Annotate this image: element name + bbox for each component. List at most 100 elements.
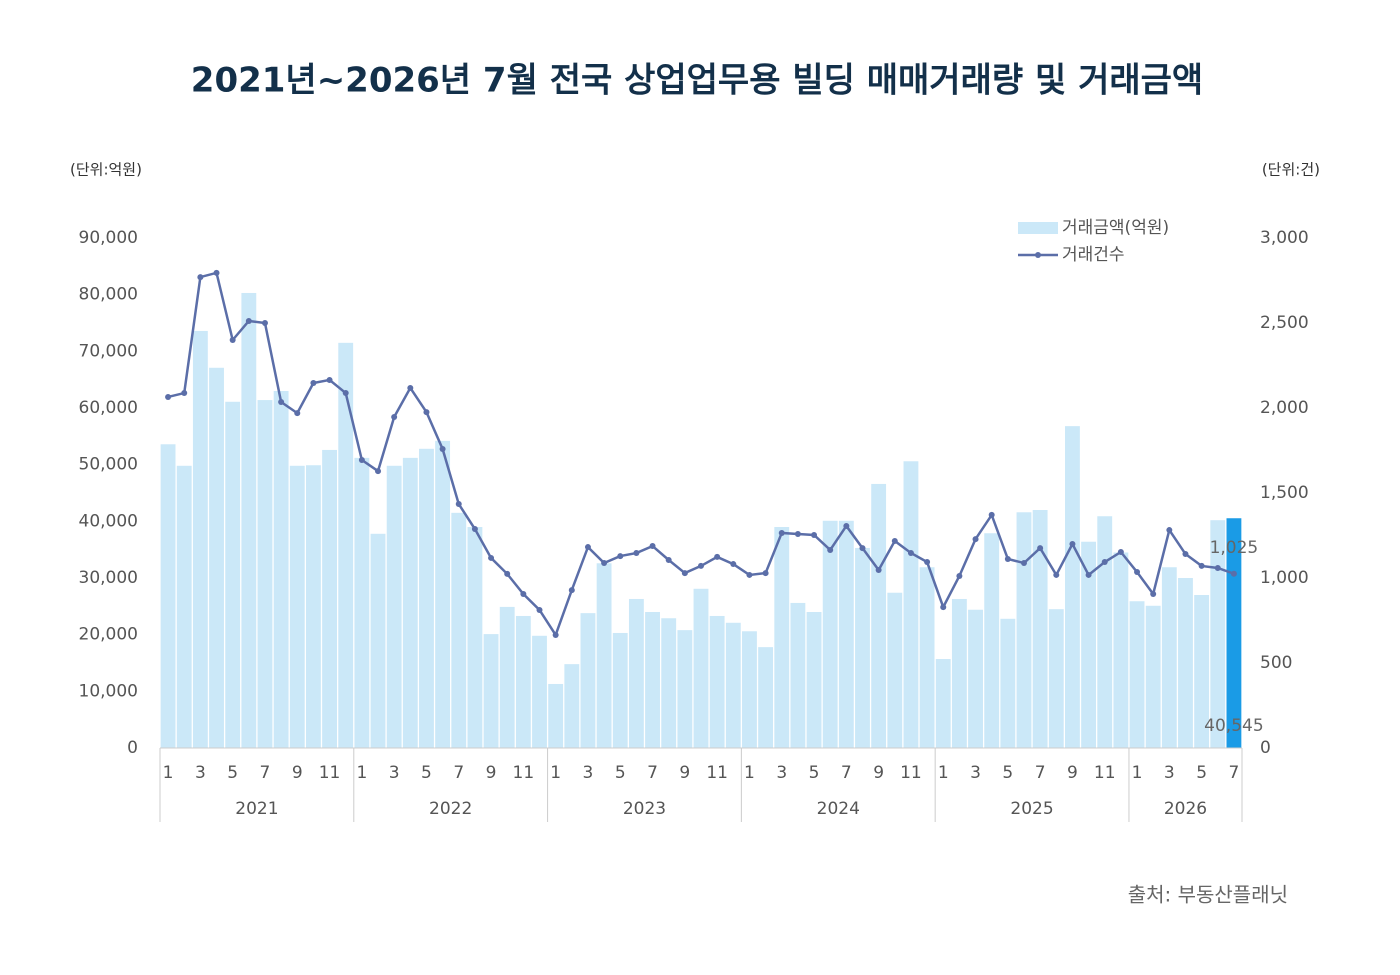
- bar: [160, 444, 176, 748]
- x-tick-label: 1: [550, 763, 561, 783]
- year-label: 2023: [623, 799, 666, 819]
- line-marker: [358, 457, 365, 464]
- line-marker: [778, 529, 785, 536]
- y-tick-label: 30,000: [79, 568, 138, 588]
- line-marker: [956, 572, 963, 579]
- x-tick-label: 9: [873, 763, 884, 783]
- bar: [774, 527, 790, 748]
- line-marker: [229, 337, 236, 343]
- y-tick-label: 50,000: [79, 455, 138, 475]
- line-marker: [165, 393, 172, 400]
- line-marker: [504, 570, 511, 577]
- bar: [693, 588, 709, 748]
- y2-tick-label: 500: [1260, 653, 1292, 673]
- y2-tick-label: 2,000: [1260, 398, 1309, 418]
- x-tick-label: 9: [1067, 763, 1078, 783]
- bar: [257, 400, 273, 748]
- bar: [709, 615, 725, 748]
- bar: [1145, 605, 1161, 748]
- legend-label: 거래건수: [1062, 245, 1125, 265]
- bar: [758, 647, 774, 748]
- bar: [612, 632, 628, 748]
- bar: [1032, 510, 1048, 748]
- bar: [1048, 609, 1064, 748]
- x-tick-label: 7: [1229, 763, 1240, 783]
- y2-tick-label: 2,500: [1260, 313, 1309, 333]
- x-tick-label: 5: [1196, 763, 1207, 783]
- bar: [628, 598, 644, 748]
- line-marker: [326, 376, 333, 383]
- line-marker: [665, 556, 672, 563]
- line-marker: [1004, 555, 1011, 562]
- x-tick-label: 3: [195, 763, 206, 783]
- x-tick-label: 3: [970, 763, 981, 783]
- bar: [822, 520, 838, 748]
- x-tick-label: 5: [1002, 763, 1013, 783]
- line-marker: [940, 604, 947, 611]
- x-tick-label: 11: [900, 763, 922, 783]
- bar: [483, 634, 499, 748]
- bar: [451, 512, 467, 748]
- line-marker: [584, 544, 591, 551]
- line-marker: [181, 390, 188, 397]
- line-marker: [843, 522, 850, 529]
- x-tick-label: 7: [260, 763, 271, 783]
- bar: [1081, 541, 1097, 748]
- bar: [742, 631, 757, 748]
- line-marker: [520, 590, 527, 597]
- line-marker: [1134, 569, 1141, 576]
- line-marker: [746, 571, 753, 578]
- line-marker: [342, 390, 349, 397]
- line-marker: [391, 414, 398, 421]
- bar: [790, 602, 806, 748]
- bar: [838, 520, 854, 748]
- bar: [499, 606, 515, 748]
- bar: [515, 615, 531, 748]
- line-marker: [1150, 590, 1157, 597]
- bar: [887, 592, 903, 748]
- line-marker: [1020, 560, 1027, 567]
- bar: [580, 613, 596, 748]
- bar: [402, 457, 418, 748]
- line-marker: [907, 550, 914, 557]
- x-tick-label: 11: [513, 763, 535, 783]
- legend-swatch: [1035, 252, 1041, 258]
- y-tick-label: 10,000: [79, 681, 138, 701]
- data-label: 1,025: [1210, 538, 1259, 558]
- bar: [903, 461, 919, 748]
- line-marker: [488, 554, 495, 561]
- line-marker: [375, 468, 382, 475]
- bar: [467, 527, 483, 748]
- y-axis-unit: (단위:억원): [70, 161, 142, 179]
- year-label: 2025: [1010, 799, 1053, 819]
- x-tick-label: 3: [776, 763, 787, 783]
- y2-tick-label: 3,000: [1260, 228, 1309, 248]
- line-marker: [310, 380, 317, 387]
- y-tick-label: 40,000: [79, 511, 138, 531]
- x-tick-label: 11: [319, 763, 341, 783]
- bar: [322, 449, 337, 748]
- line-marker: [407, 384, 414, 391]
- line-marker: [1230, 570, 1237, 577]
- bar: [548, 683, 564, 748]
- line-marker: [1182, 551, 1189, 558]
- bar: [386, 465, 402, 748]
- y2-tick-label: 0: [1260, 738, 1271, 758]
- bar: [241, 292, 257, 748]
- y-tick-label: 90,000: [79, 228, 138, 248]
- chart-title: 2021년~2026년 7월 전국 상업업무용 빌딩 매매거래량 및 거래금액: [191, 61, 1203, 101]
- bar: [209, 367, 224, 748]
- line-marker: [294, 410, 301, 417]
- bar: [1210, 520, 1226, 748]
- line-marker: [1214, 564, 1221, 571]
- bar: [564, 664, 580, 748]
- line-marker: [213, 269, 220, 276]
- line-marker: [924, 559, 931, 566]
- source: 출처: 부동산플래닛: [1128, 883, 1288, 907]
- line-marker: [698, 562, 704, 569]
- x-tick-label: 7: [841, 763, 852, 783]
- line-marker: [633, 550, 640, 557]
- year-label: 2022: [429, 799, 472, 819]
- bar: [677, 630, 693, 748]
